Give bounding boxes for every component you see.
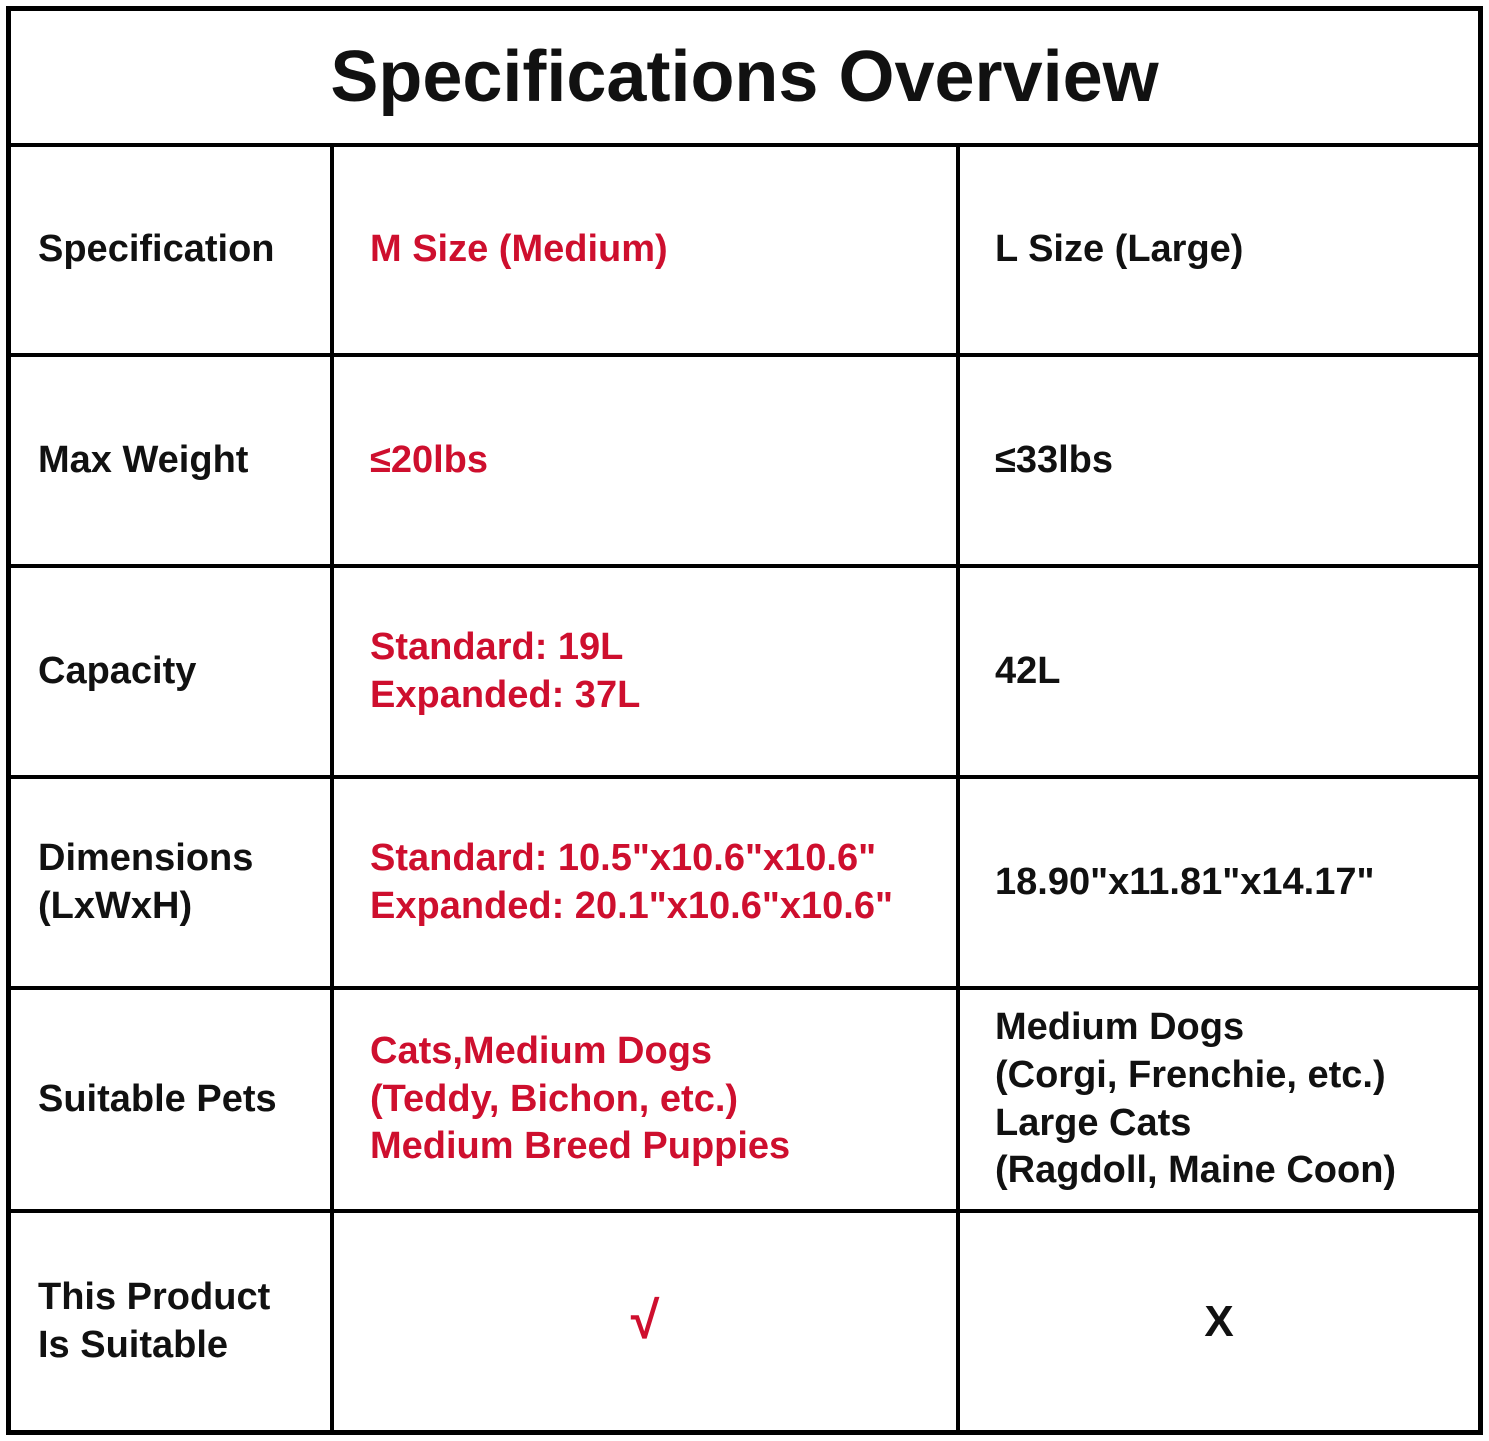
capacity-label: Capacity (11, 568, 334, 775)
row-max-weight: Max Weight ≤20lbs ≤33lbs (11, 357, 1478, 568)
suitable-pets-large-value: Medium Dogs (Corgi, Frenchie, etc.) Larg… (995, 1005, 1397, 1192)
row-capacity: Capacity Standard: 19L Expanded: 37L 42L (11, 568, 1478, 779)
max-weight-medium-value: ≤20lbs (334, 357, 960, 564)
row-product-suitability: This Product Is Suitable √ X (11, 1213, 1478, 1430)
x-mark: X (1204, 1296, 1234, 1346)
max-weight-label: Max Weight (11, 357, 334, 564)
dimensions-label: Dimensions (LxWxH) (11, 779, 334, 986)
suitable-pets-medium-value: Cats,Medium Dogs (Teddy, Bichon, etc.) M… (334, 990, 960, 1209)
dimensions-medium-value: Standard: 10.5"x10.6"x10.6" Expanded: 20… (334, 779, 960, 986)
capacity-large-value: 42L (995, 649, 1061, 692)
specification-label: Specification (11, 147, 334, 353)
specifications-table: Specifications Overview Specification M … (6, 6, 1483, 1435)
row-suitable-pets: Suitable Pets Cats,Medium Dogs (Teddy, B… (11, 990, 1478, 1213)
product-suitability-label: This Product Is Suitable (11, 1213, 334, 1430)
suitable-pets-label: Suitable Pets (11, 990, 334, 1209)
table-title-row: Specifications Overview (11, 11, 1478, 147)
max-weight-large-value: ≤33lbs (995, 438, 1114, 481)
capacity-medium-value: Standard: 19L Expanded: 37L (334, 568, 960, 775)
row-dimensions: Dimensions (LxWxH) Standard: 10.5"x10.6"… (11, 779, 1478, 990)
dimensions-large-value: 18.90"x11.81"x14.17" (995, 860, 1375, 903)
page-title: Specifications Overview (330, 37, 1159, 117)
specification-large-value: L Size (Large) (995, 228, 1244, 271)
check-mark: √ (334, 1213, 960, 1430)
specification-medium-value: M Size (Medium) (334, 147, 960, 353)
row-specification: Specification M Size (Medium) L Size (La… (11, 147, 1478, 357)
